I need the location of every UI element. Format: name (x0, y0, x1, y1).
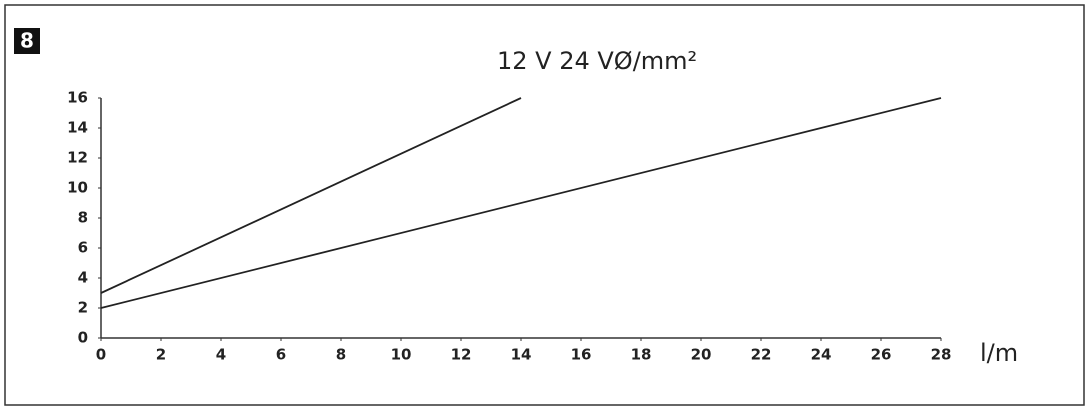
line (100, 97, 942, 309)
figure-badge (14, 28, 40, 54)
figure-label: 8 (20, 29, 34, 53)
y-tick-label: 2 (78, 299, 88, 317)
x-tick-label: 20 (691, 346, 712, 364)
x-tick-label: 8 (336, 346, 346, 364)
y-tick-label: 0 (78, 329, 88, 347)
x-tick-label: 14 (511, 346, 532, 364)
frame (4, 4, 1085, 406)
x-tick-label: 16 (571, 346, 592, 364)
x-tick-label: 28 (931, 346, 952, 364)
x-tick-label: 22 (751, 346, 772, 364)
y-tick-label: 16 (67, 89, 88, 107)
y-tick-label: 12 (67, 149, 88, 167)
y-tick-label: 4 (78, 269, 88, 287)
x-tick-label: 0 (96, 346, 106, 364)
x-tick-label: 6 (276, 346, 286, 364)
y-tick-label: 8 (78, 209, 88, 227)
x-axis-label: l/m (980, 339, 1018, 367)
x-tick-label: 26 (871, 346, 892, 364)
chart-title: 12 V 24 VØ/mm² (497, 47, 697, 75)
x-tick-label: 2 (156, 346, 166, 364)
y-tick-label: 14 (67, 119, 88, 137)
y-tick-label: 10 (67, 179, 88, 197)
y-tick-label: 6 (78, 239, 88, 257)
x-tick-label: 12 (451, 346, 472, 364)
line (100, 97, 522, 294)
x-tick-label: 4 (216, 346, 226, 364)
x-tick-label: 10 (391, 346, 412, 364)
x-tick-label: 18 (631, 346, 652, 364)
x-tick-label: 24 (811, 346, 832, 364)
